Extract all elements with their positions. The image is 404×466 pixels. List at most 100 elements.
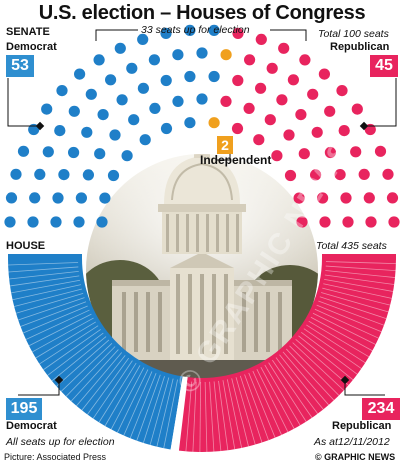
house-seat-divider [264, 364, 301, 426]
house-seat-divider [308, 320, 370, 358]
senate-seat-dot [17, 145, 30, 157]
senate-seat-dot [109, 129, 121, 141]
house-seat-divider [303, 328, 362, 369]
house-seat-divider [28, 313, 92, 347]
senate-seat-dot [293, 192, 305, 204]
house-seat-divider [65, 346, 116, 397]
house-seat-divider [9, 275, 80, 287]
house-label: HOUSE [6, 240, 46, 252]
senate-seat-dot [220, 49, 232, 61]
house-seat-divider [92, 360, 133, 419]
senate-seat-dot [310, 169, 322, 181]
house-seat-divider [312, 312, 376, 345]
leader-lines [7, 29, 397, 396]
senate-seat-dot [298, 148, 310, 160]
senate-seat-dot [324, 146, 336, 159]
senate-seat-dot [264, 114, 276, 126]
senate-seat-dot [50, 216, 62, 228]
house-seat-divider [12, 284, 81, 301]
senate-seat-dot [363, 192, 375, 204]
house-seat-divider [87, 357, 130, 415]
senate-seat-dot [105, 74, 117, 86]
senate-seat-dot [208, 117, 220, 129]
senate-seat-dot [81, 126, 93, 138]
senate-seat-dot [311, 126, 323, 138]
senate-republican-count: 45 [370, 55, 398, 77]
house-seat-divider [256, 369, 289, 433]
house-seat-divider [35, 321, 96, 359]
as-at-label: As at12/11/2012 [314, 436, 390, 448]
senate-seat-dot [287, 74, 299, 86]
senate-seat-dot [295, 109, 307, 121]
picture-credit: Picture: Associated Press [4, 452, 107, 462]
house-seat-divider [110, 367, 145, 430]
house-seat-divider [252, 370, 282, 436]
house-seat-divider [286, 348, 335, 401]
senate-seat-dot [340, 192, 352, 204]
senate-republican-label: Republican [330, 41, 390, 53]
senate-seat-dot [336, 85, 348, 97]
house-seat-divider [310, 316, 373, 352]
senate-seat-dot [296, 216, 308, 228]
senate-seat-dot [232, 27, 244, 39]
house-seat-divider [76, 352, 123, 407]
house-seat-divider [70, 349, 119, 402]
senate-seat-dot [160, 27, 172, 39]
senate-seat-dot [41, 103, 53, 115]
senate-seat-dot [75, 192, 87, 204]
senate-seat-dot [184, 24, 196, 36]
house-seat-divider [314, 308, 379, 339]
house-seat-divider [47, 332, 104, 376]
senate-seat-dot [149, 102, 161, 114]
house-seat-divider [321, 292, 389, 313]
house-seat-divider [60, 342, 113, 392]
house-seat-divider [9, 271, 79, 280]
house-seat-divider [43, 329, 101, 371]
house-seat-divider [204, 381, 208, 452]
house-republican-segment [178, 258, 396, 452]
house-seat-divider [324, 274, 395, 285]
senate-label: SENATE [6, 26, 50, 38]
house-seat-divider [235, 377, 256, 445]
house-total-label: Total 435 seats [316, 240, 387, 252]
senate-seat-dot [317, 192, 329, 204]
house-democrat-segment [8, 258, 183, 450]
senate-seat-dot [107, 169, 120, 182]
senate-seat-dot [196, 47, 208, 59]
senate-seat-dot [160, 74, 172, 87]
house-seat-divider [319, 296, 387, 319]
senate-seat-dot [365, 216, 377, 228]
house-seat-divider [143, 376, 165, 444]
house-vacant-segment [170, 376, 188, 451]
house-seat-divider [231, 378, 249, 447]
senate-seat-dot [278, 42, 290, 54]
senate-seat-dot [307, 88, 319, 100]
house-democrat-segment [8, 254, 82, 260]
house-seat-divider [20, 301, 87, 327]
house-seat-divider [316, 304, 382, 333]
house-seat-divider [218, 380, 229, 451]
house-seat-divider [289, 345, 340, 396]
senate-seat-dot [271, 150, 283, 162]
senate-seat-dot [243, 102, 255, 114]
senate-seat-dot [160, 122, 173, 135]
house-seat-divider [14, 288, 83, 307]
house-seat-divider [15, 292, 84, 314]
senate-independent-label: Independent [200, 153, 272, 167]
senate-seat-dot [382, 168, 394, 180]
senate-independent-count: 2 [217, 136, 233, 154]
senate-seat-dot [358, 168, 370, 180]
senate-seat-dot [34, 168, 46, 180]
senate-seat-dot [121, 150, 133, 162]
house-seat-divider [11, 279, 81, 294]
senate-seat-dot [29, 192, 41, 204]
senate-seat-dot [56, 85, 68, 97]
house-seat-divider [192, 381, 197, 452]
leader-markers [35, 121, 369, 385]
senate-seat-dot [350, 146, 362, 158]
house-seat-divider [244, 374, 269, 441]
page-title: U.S. election – Houses of Congress [38, 2, 366, 24]
house-seat-divider [248, 372, 276, 438]
house-seat-divider [8, 262, 79, 266]
